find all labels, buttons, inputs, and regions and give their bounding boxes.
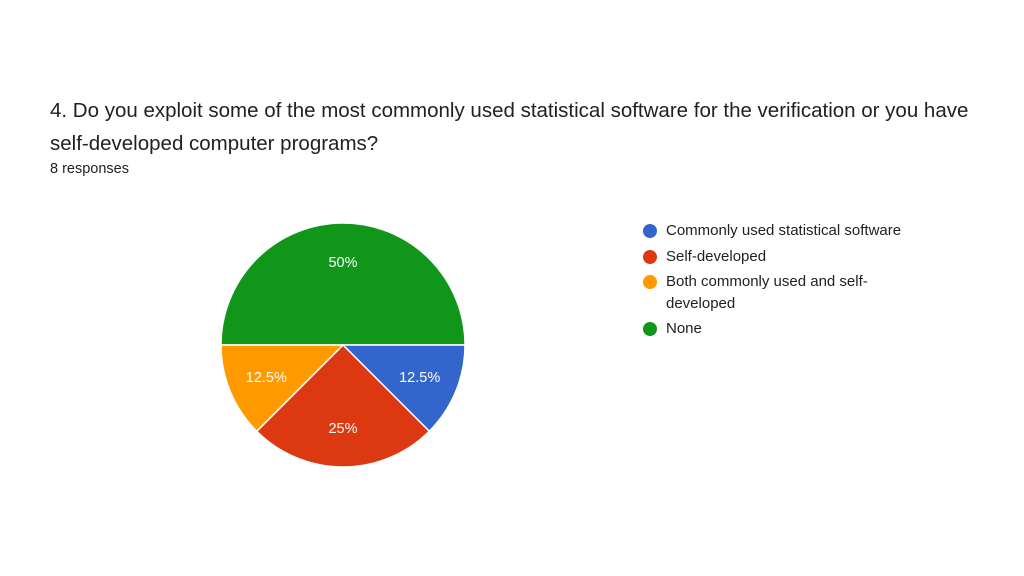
legend-item[interactable]: Commonly used statistical software bbox=[643, 220, 943, 242]
pie-slice-label: 12.5% bbox=[399, 370, 440, 386]
pie-chart: 50% 12.5% 25% 12.5% bbox=[220, 222, 466, 468]
legend-label: Self-developed bbox=[666, 247, 767, 265]
response-count: 8 responses bbox=[50, 161, 129, 177]
legend-swatch-icon bbox=[643, 249, 657, 264]
legend-swatch-icon bbox=[643, 322, 657, 336]
legend-item[interactable]: Both commonly used and self-developed bbox=[643, 271, 943, 314]
legend-swatch-icon bbox=[643, 275, 657, 289]
legend-label: Both commonly used and self-developed bbox=[666, 273, 868, 312]
pie-slice-none[interactable] bbox=[220, 222, 466, 346]
pie-slice-self-developed[interactable] bbox=[255, 343, 431, 468]
legend-item[interactable]: None bbox=[643, 318, 943, 340]
question-title: 4. Do you exploit some of the most commo… bbox=[50, 99, 969, 155]
pie-slice-commonly-used-statistical-software[interactable] bbox=[341, 344, 466, 433]
legend-item[interactable]: Self-developed bbox=[643, 246, 943, 268]
legend-swatch-icon bbox=[643, 224, 657, 238]
pie-slice-both-commonly-used-and-self-developed[interactable] bbox=[220, 344, 345, 433]
pie-slice-label: 50% bbox=[328, 255, 357, 271]
pie-slice-labels: 50% 12.5% 25% 12.5% bbox=[246, 255, 441, 437]
pie-slice-label: 25% bbox=[328, 421, 357, 437]
chart-legend: Commonly used statistical software Self-d… bbox=[643, 220, 943, 344]
legend-label: Commonly used statistical software bbox=[666, 222, 902, 239]
pie-slice-label: 12.5% bbox=[246, 370, 287, 386]
pie-slices bbox=[220, 222, 466, 468]
legend-label: None bbox=[666, 320, 702, 337]
